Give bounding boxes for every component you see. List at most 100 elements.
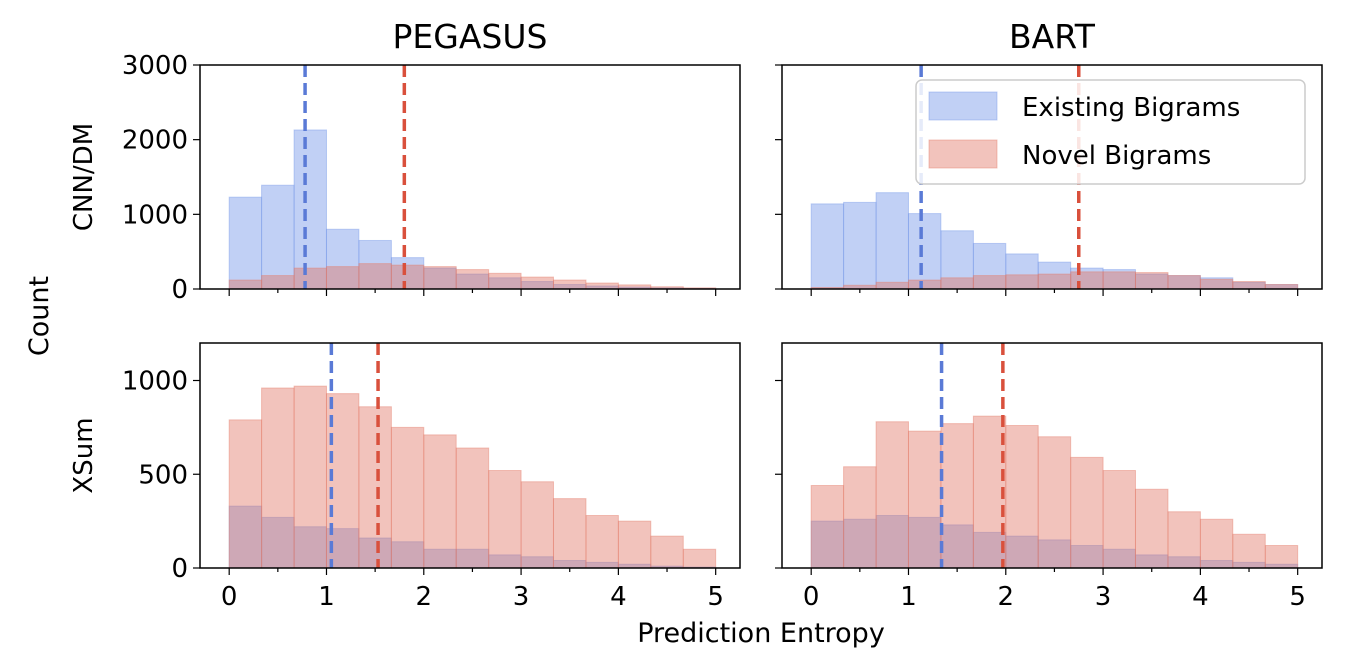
bar-existing-bart-xsum-4 — [940, 524, 974, 569]
bar-existing-pegasus-xsum-0 — [228, 505, 263, 569]
bar-existing-pegasus-cnn-dm-2 — [293, 129, 327, 290]
bar-novel-pegasus-xsum-14 — [682, 548, 717, 569]
bar-novel-pegasus-cnn-dm-1 — [261, 275, 295, 290]
bar-novel-pegasus-cnn-dm-11 — [585, 282, 619, 290]
bar-novel-pegasus-xsum-0 — [228, 419, 263, 569]
bar-existing-bart-xsum-7 — [1037, 539, 1072, 569]
bar-existing-pegasus-cnn-dm-4 — [358, 239, 392, 290]
bar-existing-pegasus-xsum-2 — [293, 526, 327, 569]
bar-novel-bart-xsum-12 — [1199, 518, 1234, 569]
bar-novel-bart-cnn-dm-13 — [1232, 281, 1266, 290]
bar-existing-bart-xsum-0 — [810, 520, 845, 569]
bar-existing-bart-cnn-dm-2 — [875, 192, 909, 290]
bar-novel-bart-cnn-dm-4 — [940, 277, 974, 290]
bar-novel-bart-xsum-3 — [907, 430, 942, 569]
bar-novel-pegasus-cnn-dm-9 — [520, 276, 554, 290]
y-tick-label-pegasus-xsum-1000: 1000 — [122, 367, 188, 397]
x-tick-label-pegasus-xsum-1: 1 — [318, 582, 335, 612]
panel-frame-bart-xsum — [781, 342, 1323, 569]
bar-existing-bart-cnn-dm-5 — [972, 242, 1007, 290]
bar-existing-pegasus-xsum-4 — [358, 537, 392, 569]
bar-novel-pegasus-cnn-dm-2 — [293, 267, 327, 290]
column-title-bart: BART — [1009, 17, 1096, 56]
bar-novel-bart-xsum-6 — [1005, 425, 1039, 569]
bar-novel-bart-xsum-2 — [875, 421, 909, 569]
bar-existing-bart-xsum-1 — [843, 518, 877, 569]
bar-existing-pegasus-xsum-1 — [261, 516, 295, 569]
bar-novel-pegasus-xsum-9 — [520, 481, 554, 569]
bar-novel-bart-xsum-4 — [940, 423, 974, 569]
bar-novel-bart-cnn-dm-3 — [907, 279, 942, 290]
bar-novel-pegasus-cnn-dm-6 — [423, 266, 457, 290]
x-tick-label-bart-xsum-5: 5 — [1289, 582, 1306, 612]
bar-novel-bart-xsum-7 — [1037, 436, 1072, 569]
bar-novel-pegasus-cnn-dm-10 — [552, 279, 587, 290]
bar-existing-bart-xsum-5 — [972, 531, 1007, 569]
legend-box — [915, 79, 1306, 185]
legend-label-existing: Existing Bigrams — [1022, 93, 1240, 123]
bar-existing-pegasus-cnn-dm-0 — [228, 196, 263, 290]
bar-novel-bart-xsum-5 — [972, 415, 1007, 569]
y-tick-label-pegasus-cnn-dm-1000: 1000 — [122, 200, 188, 230]
bar-novel-pegasus-cnn-dm-5 — [390, 264, 425, 290]
x-tick-label-bart-xsum-2: 2 — [998, 582, 1015, 612]
x-tick-label-pegasus-xsum-0: 0 — [221, 582, 238, 612]
bar-novel-bart-cnn-dm-9 — [1102, 271, 1136, 290]
bar-novel-pegasus-xsum-2 — [293, 385, 327, 569]
bar-existing-bart-cnn-dm-1 — [843, 201, 877, 290]
y-axis-label: Count — [24, 276, 55, 356]
bar-novel-bart-cnn-dm-10 — [1134, 272, 1169, 290]
panel-frame-bart-cnn-dm — [781, 64, 1323, 290]
bar-existing-pegasus-cnn-dm-3 — [325, 228, 360, 290]
bar-novel-pegasus-xsum-12 — [617, 520, 652, 569]
bar-novel-pegasus-xsum-4 — [358, 406, 392, 569]
row-label-cnn-dm: CNN/DM — [69, 123, 99, 231]
bar-novel-bart-cnn-dm-2 — [875, 281, 909, 290]
bar-novel-pegasus-xsum-13 — [650, 535, 684, 569]
x-tick-label-bart-xsum-4: 4 — [1192, 582, 1209, 612]
bar-novel-bart-xsum-8 — [1070, 456, 1104, 569]
bar-novel-bart-xsum-14 — [1264, 545, 1299, 569]
bar-novel-bart-xsum-10 — [1134, 488, 1169, 569]
bar-novel-bart-xsum-0 — [810, 485, 845, 569]
y-tick-label-pegasus-xsum-0: 0 — [171, 554, 188, 584]
x-tick-label-bart-xsum-1: 1 — [900, 582, 917, 612]
bar-novel-bart-cnn-dm-6 — [1005, 274, 1039, 290]
legend-swatch-novel — [928, 139, 998, 169]
bar-novel-pegasus-xsum-11 — [585, 515, 619, 569]
bar-existing-pegasus-cnn-dm-1 — [261, 184, 295, 290]
y-tick-label-pegasus-cnn-dm-0: 0 — [171, 275, 188, 305]
column-title-pegasus: PEGASUS — [393, 17, 548, 56]
legend-swatch-existing — [928, 91, 998, 121]
bar-novel-bart-xsum-13 — [1232, 533, 1266, 569]
bar-novel-pegasus-xsum-10 — [552, 498, 587, 569]
bar-novel-pegasus-cnn-dm-3 — [325, 266, 360, 290]
bar-novel-bart-cnn-dm-12 — [1199, 278, 1234, 290]
x-tick-label-pegasus-xsum-4: 4 — [610, 582, 627, 612]
x-tick-label-pegasus-xsum-3: 3 — [513, 582, 530, 612]
bar-novel-pegasus-xsum-6 — [423, 434, 457, 569]
y-tick-label-pegasus-cnn-dm-2000: 2000 — [122, 126, 188, 156]
bar-existing-bart-cnn-dm-3 — [907, 213, 942, 290]
bar-existing-bart-xsum-6 — [1005, 535, 1039, 569]
bar-novel-pegasus-xsum-8 — [488, 470, 522, 569]
bar-existing-bart-cnn-dm-0 — [810, 203, 845, 290]
y-tick-label-pegasus-xsum-500: 500 — [138, 460, 188, 490]
x-axis-label: Prediction Entropy — [637, 618, 885, 649]
bar-novel-pegasus-xsum-5 — [390, 426, 425, 569]
x-tick-label-pegasus-xsum-5: 5 — [707, 582, 724, 612]
bar-novel-pegasus-cnn-dm-7 — [455, 269, 490, 290]
x-tick-label-bart-xsum-3: 3 — [1095, 582, 1112, 612]
bar-novel-pegasus-cnn-dm-8 — [488, 272, 522, 290]
bar-novel-pegasus-cnn-dm-0 — [228, 279, 263, 290]
bar-novel-pegasus-xsum-1 — [261, 387, 295, 569]
bar-novel-bart-cnn-dm-7 — [1037, 273, 1072, 290]
row-label-xsum: XSum — [69, 417, 99, 493]
panel-frame-pegasus-xsum — [199, 342, 741, 569]
bar-existing-bart-cnn-dm-4 — [940, 230, 974, 290]
bar-novel-pegasus-xsum-7 — [455, 447, 490, 569]
legend-label-novel: Novel Bigrams — [1022, 141, 1211, 171]
bar-novel-pegasus-cnn-dm-4 — [358, 263, 392, 290]
